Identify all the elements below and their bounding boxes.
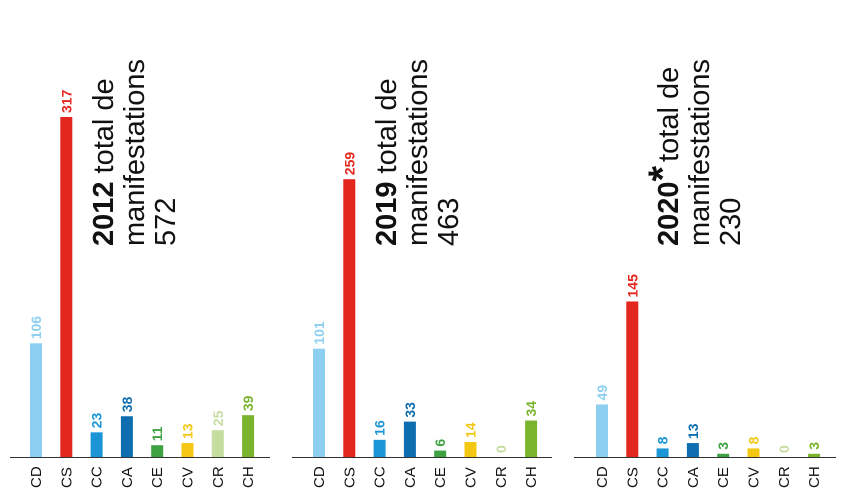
category-label-cr: CR bbox=[210, 466, 227, 488]
category-label-cs: CS bbox=[341, 467, 358, 488]
chart-panel-2020: 49 CD 145 CS 8 CC 13 CA 3 CE 8 CV 0 CR 3 CH 2020* total d… bbox=[574, 59, 836, 488]
category-label-cd: CD bbox=[311, 466, 328, 488]
category-label-cs: CS bbox=[58, 467, 75, 488]
chart-title: 2020* total de manifestations 230 bbox=[641, 59, 747, 246]
value-label-ce: 6 bbox=[432, 439, 448, 447]
bar-cv bbox=[181, 443, 194, 457]
value-label-cv: 8 bbox=[746, 436, 762, 444]
value-label-cr: 0 bbox=[493, 445, 509, 453]
category-label-cc: CC bbox=[89, 466, 106, 488]
category-label-ch: CH bbox=[523, 466, 540, 488]
chart-title: 2019 total de manifestations 463 bbox=[371, 59, 465, 246]
bar-cs bbox=[626, 301, 639, 457]
value-label-cr: 25 bbox=[210, 410, 226, 426]
title-total-de: total de bbox=[653, 67, 685, 162]
category-label-cs: CS bbox=[624, 467, 641, 488]
category-label-ch: CH bbox=[240, 466, 257, 488]
category-label-ch: CH bbox=[806, 466, 823, 488]
value-label-cd: 101 bbox=[311, 321, 327, 345]
title-year: 2019 bbox=[371, 181, 403, 246]
category-label-cv: CV bbox=[463, 467, 480, 488]
value-label-ce: 11 bbox=[149, 426, 165, 441]
title-year: 2020 bbox=[653, 181, 685, 246]
title-year: 2012 bbox=[88, 181, 120, 246]
title-total-de: total de bbox=[88, 78, 120, 173]
value-label-ca: 33 bbox=[402, 402, 418, 418]
bar-cc bbox=[373, 439, 386, 457]
value-label-ca: 38 bbox=[119, 396, 135, 412]
bar-ca bbox=[686, 443, 699, 457]
category-label-cr: CR bbox=[493, 466, 510, 488]
value-label-cv: 14 bbox=[463, 422, 479, 438]
value-label-cc: 8 bbox=[655, 436, 671, 444]
value-label-cr: 0 bbox=[776, 445, 792, 453]
title-total-count: 230 bbox=[715, 198, 747, 246]
title-total-de: total de bbox=[371, 78, 403, 173]
bar-ch bbox=[242, 415, 255, 457]
category-label-ce: CE bbox=[715, 467, 732, 488]
bar-ce bbox=[434, 450, 447, 457]
bar-cc bbox=[656, 448, 669, 457]
chart-panel-2019: 101 CD 259 CS 16 CC 33 CA 6 CE 14 CV 0 CR 34 CH 2019 tota… bbox=[292, 59, 552, 488]
value-label-ch: 34 bbox=[523, 401, 539, 417]
value-label-cs: 259 bbox=[341, 152, 357, 176]
chart-panel-2012: 106 CD 317 CS 23 CC 38 CA 11 CE 13 CV 25 CR 39 CH 2012 to… bbox=[10, 59, 270, 488]
bar-ce bbox=[717, 453, 730, 457]
title-line-1: 2012 total de bbox=[88, 78, 120, 246]
category-label-ce: CE bbox=[432, 467, 449, 488]
category-label-ca: CA bbox=[402, 467, 419, 488]
value-label-ce: 3 bbox=[715, 442, 731, 450]
bar-cs bbox=[343, 179, 356, 458]
bar-ch bbox=[808, 453, 821, 457]
value-label-ca: 13 bbox=[685, 423, 701, 439]
category-label-cr: CR bbox=[776, 466, 793, 488]
title-manifestations: manifestations bbox=[684, 59, 716, 246]
value-label-cd: 106 bbox=[28, 316, 44, 340]
category-label-cd: CD bbox=[594, 466, 611, 488]
chart-panels: 106CD317CS23CC38CA11CE13CV25CR39CH2012to… bbox=[10, 59, 836, 488]
title-line-1: 2019 total de bbox=[371, 78, 403, 246]
title-manifestations: manifestations bbox=[402, 59, 434, 246]
chart-title: 2012 total de manifestations 572 bbox=[88, 59, 182, 246]
bar-cv bbox=[464, 441, 477, 457]
title-asterisk: * bbox=[641, 165, 685, 181]
value-label-ch: 3 bbox=[806, 442, 822, 450]
bar-cs bbox=[60, 117, 73, 457]
value-label-cd: 49 bbox=[594, 385, 610, 401]
bar-cc bbox=[90, 432, 103, 457]
category-label-ce: CE bbox=[149, 467, 166, 488]
bar-cd bbox=[30, 343, 42, 457]
bar-ca bbox=[403, 421, 416, 457]
bar-ca bbox=[120, 416, 133, 457]
category-label-cc: CC bbox=[655, 466, 672, 488]
category-label-cc: CC bbox=[372, 466, 389, 488]
value-label-cv: 13 bbox=[180, 423, 196, 439]
value-label-ch: 39 bbox=[240, 395, 256, 411]
category-label-cv: CV bbox=[746, 467, 763, 488]
category-label-cd: CD bbox=[28, 466, 45, 488]
bar-cr bbox=[211, 430, 224, 457]
category-label-ca: CA bbox=[119, 467, 136, 488]
value-label-cc: 16 bbox=[372, 420, 388, 436]
title-total-count: 463 bbox=[433, 198, 465, 246]
title-line-1: 2020* total de bbox=[641, 67, 685, 246]
category-label-cv: CV bbox=[180, 467, 197, 488]
value-label-cs: 145 bbox=[624, 274, 640, 298]
bar-ch bbox=[525, 420, 538, 457]
title-manifestations: manifestations bbox=[119, 59, 151, 246]
title-total-count: 572 bbox=[150, 198, 182, 246]
category-label-ca: CA bbox=[685, 467, 702, 488]
bar-cd bbox=[596, 404, 608, 457]
bar-cd bbox=[313, 348, 325, 457]
value-label-cc: 23 bbox=[89, 413, 105, 429]
bar-ce bbox=[151, 445, 164, 457]
value-label-cs: 317 bbox=[58, 89, 74, 113]
bar-cv bbox=[747, 448, 760, 457]
